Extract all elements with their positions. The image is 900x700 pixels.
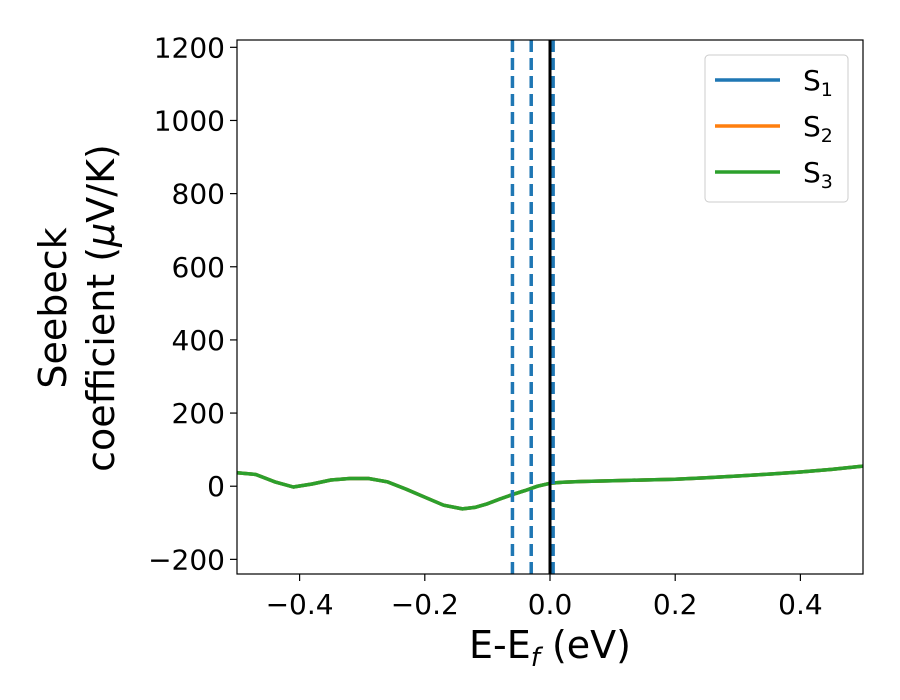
x-tick-label: 0.2	[653, 588, 698, 621]
y-axis: −200 0 200 400 600 800 1000 1200	[148, 31, 237, 576]
y-tick-label: −200	[148, 543, 225, 576]
x-tick-label: 0.4	[778, 588, 823, 621]
y-tick-label: 1200	[154, 31, 225, 64]
y-tick-label: 1000	[154, 104, 225, 137]
x-tick-label: 0.0	[528, 588, 573, 621]
x-tick-label: −0.2	[391, 588, 459, 621]
legend-label-s2: S2	[803, 110, 833, 147]
legend: S1 S2 S3	[704, 54, 849, 203]
series-line-s3	[237, 464, 863, 511]
x-axis-label: E-Ef (eV)	[469, 623, 631, 673]
y-tick-label: 400	[172, 324, 225, 357]
series-layer	[237, 464, 863, 511]
y-axis-label: Seebeck coefficient (μV/K)	[31, 144, 123, 472]
vertical-lines-layer	[510, 40, 555, 574]
x-axis: −0.4 −0.2 0.0 0.2 0.4	[266, 574, 823, 621]
y-tick-label: 200	[172, 397, 225, 430]
y-axis-label-line1: Seebeck	[31, 227, 75, 388]
legend-label-s1: S1	[803, 64, 833, 101]
x-tick-label: −0.4	[266, 588, 334, 621]
y-tick-label: 0	[207, 470, 225, 503]
y-axis-label-line2: coefficient (μV/K)	[79, 144, 123, 472]
legend-label-s3: S3	[803, 156, 833, 193]
y-tick-label: 600	[172, 251, 225, 284]
legend-box	[704, 54, 849, 203]
y-tick-label: 800	[172, 178, 225, 211]
